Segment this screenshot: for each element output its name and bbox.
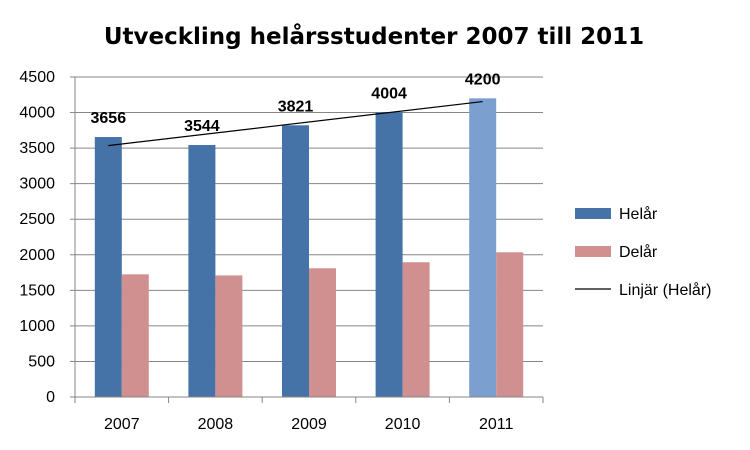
y-tick-label: 4000 [19,105,55,122]
bar-helar [375,112,403,397]
y-tick-label: 1500 [19,282,55,299]
legend-label-trendline: Linjär (Helår) [619,281,711,299]
bar-helar [282,125,309,397]
legend-swatch-helar [575,208,611,219]
y-tick-label: 2000 [19,247,55,264]
y-tick-label: 2500 [19,211,55,228]
data-label: 3544 [184,118,220,135]
axes [70,76,544,403]
x-tick-label: 2011 [479,416,514,433]
data-labels: 3656 3544 3821 4004 4200 [91,71,501,135]
bar-helar [94,137,122,398]
y-axis-ticks: 0 500 1000 1500 2000 2500 3000 3500 4000 4500 [19,69,55,406]
x-tick-label: 2010 [385,416,421,433]
x-tick-label: 2009 [291,416,327,433]
y-tick-label: 1000 [19,318,55,335]
bar-delar [309,268,336,397]
x-tick-label: 2008 [198,416,234,433]
bar-delar [215,275,243,397]
y-tick-label: 3500 [19,140,55,157]
bar-delar [121,274,149,397]
trendline [108,100,483,147]
legend: Helår Delår Linjär (Helår) [575,205,711,299]
data-label: 3821 [278,98,314,115]
bars [94,98,524,398]
y-tick-label: 3000 [19,176,55,193]
y-tick-label: 0 [46,389,55,406]
bar-helar [188,144,216,397]
bar-delar [496,252,524,397]
bar-delar [402,262,430,397]
bar-helar [469,98,497,397]
data-label: 4200 [465,71,501,88]
legend-label-helar: Helår [619,205,658,223]
chart-title: Utveckling helårsstudenter 2007 till 201… [104,23,644,50]
y-tick-label: 500 [28,353,55,370]
legend-swatch-delar [575,246,611,257]
legend-label-delar: Delår [619,243,658,261]
data-label: 3656 [91,110,127,127]
trendline-helar [108,100,483,147]
x-axis-ticks: 2007 2008 2009 2010 2011 [104,416,514,433]
y-tick-label: 4500 [19,69,55,86]
x-tick-label: 2007 [104,416,140,433]
data-label: 4004 [371,85,407,102]
